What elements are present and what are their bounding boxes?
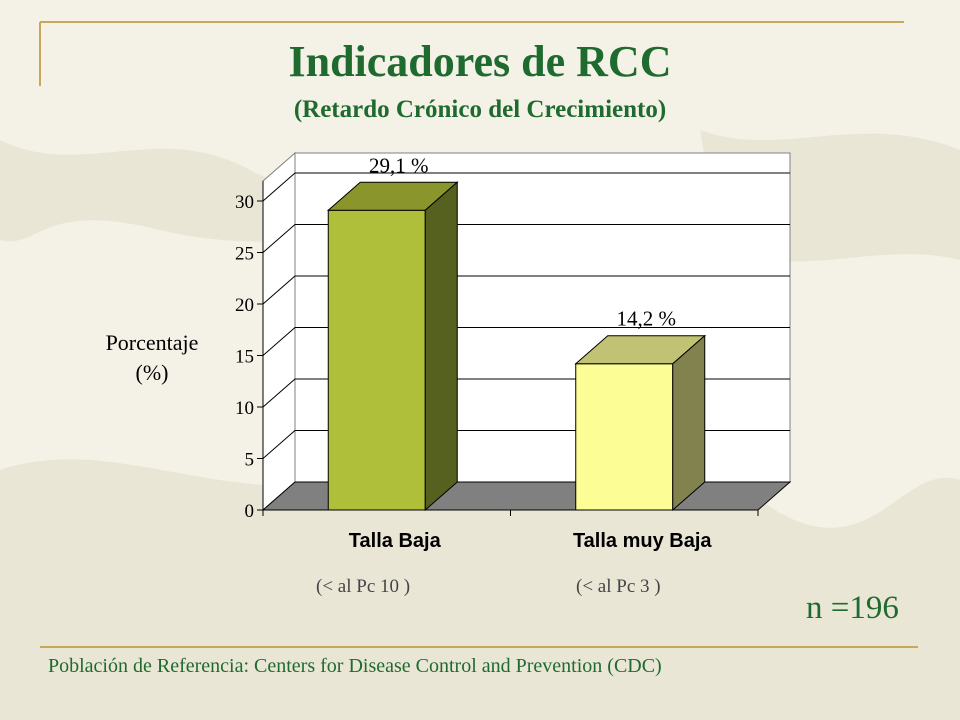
y-tick-label: 5 — [245, 450, 255, 471]
slide-title: Indicadores de RCC — [288, 37, 672, 86]
sample-size: n =196 — [806, 590, 899, 626]
gridline — [262, 224, 790, 253]
bar — [575, 363, 674, 511]
y-axis-label-line1: Porcentaje — [105, 330, 199, 355]
gridline — [262, 275, 790, 305]
gridline — [262, 172, 790, 202]
y-tick-label: 30 — [235, 192, 254, 213]
category-sublabel-1: (< al Pc 10 ) — [316, 576, 411, 597]
data-label: 29,1 % — [369, 153, 429, 177]
bar-side — [424, 181, 458, 512]
gridline — [262, 327, 790, 356]
y-tick-label: 0 — [245, 501, 255, 522]
reference-footer: Población de Referencia: Centers for Dis… — [48, 655, 662, 677]
y-tick-label: 10 — [235, 398, 254, 419]
y-tick-label: 20 — [235, 295, 254, 316]
bar — [327, 209, 426, 511]
data-label: 14,2 % — [617, 307, 677, 331]
bar-side — [672, 334, 706, 512]
y-axis-label-line2: (%) — [135, 360, 169, 385]
category-label: Talla Baja — [349, 530, 442, 552]
slide-subtitle: (Retardo Crónico del Crecimiento) — [293, 96, 667, 123]
y-tick-label: 25 — [235, 244, 254, 265]
y-axis-label: Porcentaje (%) — [92, 328, 212, 388]
category-label: Talla muy Baja — [573, 530, 712, 552]
category-sublabel-2: (< al Pc 3 ) — [576, 576, 661, 597]
y-tick-label: 15 — [235, 347, 254, 368]
